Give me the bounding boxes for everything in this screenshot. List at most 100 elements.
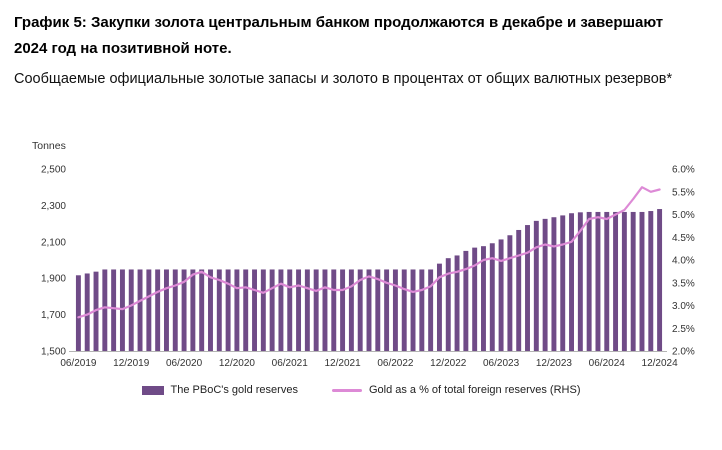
line-swatch-icon <box>331 389 362 392</box>
gold-reserve-bar <box>401 269 407 352</box>
gold-reserve-bar <box>392 269 398 352</box>
gold-reserve-bar <box>419 269 425 352</box>
y-right-tick: 3.0% <box>672 301 695 312</box>
gold-reserve-bar <box>436 264 442 352</box>
y-right-tick: 2.5% <box>672 324 695 335</box>
gold-reserve-bar <box>551 217 557 352</box>
gold-reserve-bar <box>216 269 222 352</box>
y-left-axis-label: Tonnes <box>32 140 66 152</box>
gold-reserve-bar <box>111 269 117 352</box>
gold-reserve-bar <box>657 209 663 352</box>
gold-reserve-bar <box>428 269 434 352</box>
gold-reserve-bar <box>296 269 302 352</box>
gold-reserves-chart: Tonnes 2,500 2,300 2,100 1,900 1,700 1,500 6.0%… <box>32 140 695 369</box>
y-right-tick: 4.0% <box>672 256 695 267</box>
legend-item-bars: The PBoC's gold reserves <box>141 384 298 397</box>
gold-reserve-bar <box>252 269 257 352</box>
y-right-tick: 4.5% <box>672 233 695 244</box>
gold-reserve-bar <box>481 246 486 352</box>
x-tick: 06/2024 <box>589 358 626 369</box>
gold-reserve-bar <box>498 239 504 352</box>
y-left-tick: 1,900 <box>41 274 66 285</box>
gold-reserve-bar <box>621 212 627 352</box>
gold-reserve-bar <box>384 269 390 352</box>
gold-reserve-bar <box>542 219 548 352</box>
chart-subtitle: Сообщаемые официальные золотые запасы и … <box>14 70 673 87</box>
y-left-tick: 1,700 <box>41 311 66 322</box>
gold-reserve-bar <box>278 269 284 352</box>
gold-reserve-bar <box>639 212 645 352</box>
gold-reserve-bar <box>525 225 530 352</box>
y-right-tick: 5.5% <box>672 188 695 199</box>
x-tick: 06/2021 <box>272 358 309 369</box>
gold-reserve-bar <box>234 269 240 352</box>
x-tick: 12/2021 <box>325 358 362 369</box>
gold-reserve-bar <box>331 269 337 352</box>
gold-reserve-bar <box>613 212 619 352</box>
gold-reserve-bar <box>340 269 346 352</box>
gold-reserve-bar <box>287 269 293 352</box>
gold-reserve-bar <box>410 269 416 352</box>
gold-reserve-bar <box>454 255 460 352</box>
gold-reserve-bar <box>128 269 134 352</box>
gold-reserve-bar <box>507 235 513 352</box>
gold-reserve-bar <box>260 269 266 352</box>
gold-reserve-bar <box>595 212 601 352</box>
y-right-tick: 6.0% <box>672 165 695 176</box>
gold-reserve-bar <box>322 269 328 352</box>
gold-reserve-bar <box>604 212 610 352</box>
page-title: График 5: Закупки золота центральным бан… <box>14 14 664 58</box>
gold-reserve-bar <box>164 269 169 352</box>
gold-reserve-bar <box>146 269 152 352</box>
gold-pct-line <box>77 186 661 319</box>
x-tick: 06/2020 <box>166 358 203 369</box>
gold-reserve-bar <box>172 269 178 352</box>
gold-reserve-bar <box>577 212 583 352</box>
gold-reserve-bar <box>586 212 592 352</box>
gold-reserve-bar <box>533 221 539 352</box>
gold-reserve-bar <box>269 269 275 352</box>
gold-reserve-bar <box>463 251 469 352</box>
gold-reserve-bar <box>569 213 574 352</box>
x-tick: 12/2020 <box>219 358 256 369</box>
x-tick: 12/2022 <box>430 358 467 369</box>
gold-reserve-bar <box>199 269 205 352</box>
y-left-tick: 1,500 <box>41 347 66 358</box>
legend-item-line: Gold as a % of total foreign reserves (R… <box>331 384 581 397</box>
gold-reserve-bar <box>357 269 363 352</box>
gold-reserve-bar <box>516 230 522 352</box>
bar-swatch-icon <box>141 385 164 395</box>
y-right-tick: 5.0% <box>672 210 695 221</box>
legend-label-bars: The PBoC's gold reserves <box>170 384 298 397</box>
gold-reserve-bar <box>304 269 310 352</box>
gold-reserve-bar <box>181 269 187 352</box>
gold-reserve-bar <box>489 243 495 352</box>
y-right-tick: 3.5% <box>672 279 695 290</box>
x-tick: 06/2022 <box>377 358 414 369</box>
gold-reserve-bar <box>648 211 654 352</box>
x-tick: 06/2019 <box>60 358 97 369</box>
legend-label-line: Gold as a % of total foreign reserves (R… <box>368 384 581 397</box>
chart-legend: The PBoC's gold reserves Gold as a % of … <box>14 384 708 396</box>
gold-reserve-bar <box>225 269 231 352</box>
gold-reserve-bar <box>137 269 143 352</box>
gold-reserve-bar <box>445 258 451 352</box>
gold-reserve-bar <box>313 269 319 352</box>
gold-reserve-bar <box>560 215 566 352</box>
gold-reserve-bar <box>375 269 381 352</box>
gold-reserve-bar <box>155 269 161 352</box>
gold-reserve-bar <box>472 248 478 352</box>
y-right-tick: 2.0% <box>672 347 695 358</box>
gold-reserve-bar <box>630 212 636 352</box>
x-tick: 12/2024 <box>642 358 679 369</box>
x-tick: 12/2023 <box>536 358 573 369</box>
chart-area: Tonnes 2,500 2,300 2,100 1,900 1,700 1,500 6.0%… <box>14 135 708 396</box>
x-tick: 06/2023 <box>483 358 520 369</box>
gold-reserve-bar <box>119 269 125 352</box>
gold-reserve-bar <box>84 273 90 352</box>
gold-reserve-bar <box>243 269 249 352</box>
y-left-tick: 2,500 <box>41 165 66 176</box>
gold-reserve-bar <box>102 269 108 352</box>
gold-reserve-bar <box>208 269 213 352</box>
gold-reserve-bar <box>366 269 372 352</box>
